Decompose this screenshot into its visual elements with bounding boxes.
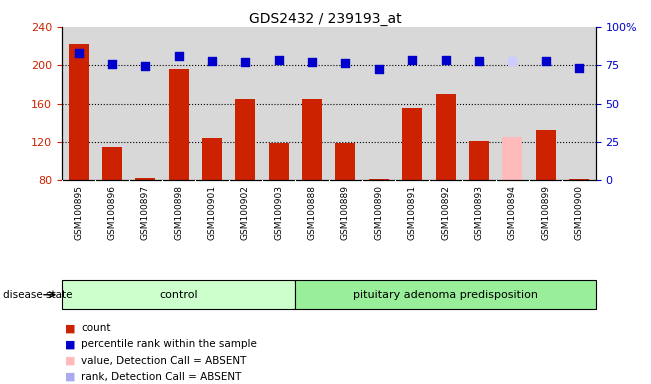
Point [407,58,417,64]
Text: GSM100889: GSM100889 [341,185,350,240]
Bar [102,147,122,180]
Bar [269,143,289,180]
Bar [436,94,456,180]
Point [507,58,518,65]
Bar [135,177,155,180]
Bar [536,130,556,180]
Text: GSM100902: GSM100902 [241,185,250,240]
Point [74,50,84,56]
Text: GSM100899: GSM100899 [541,185,550,240]
Text: ■: ■ [65,356,76,366]
Text: pituitary adenoma predisposition: pituitary adenoma predisposition [353,290,538,300]
Text: ■: ■ [65,372,76,382]
Point [240,59,251,65]
Text: GSM100897: GSM100897 [141,185,150,240]
Text: disease state: disease state [3,290,73,300]
Bar [202,138,222,180]
Text: GSM100888: GSM100888 [307,185,316,240]
Bar [296,280,596,309]
Point [574,65,584,71]
Point [474,58,484,65]
Text: GSM100900: GSM100900 [574,185,583,240]
Text: rank, Detection Call = ABSENT: rank, Detection Call = ABSENT [81,372,242,382]
Text: GSM100896: GSM100896 [107,185,117,240]
Bar [335,143,355,180]
Bar [402,108,422,180]
Bar [236,99,255,180]
Point [374,66,384,72]
Text: ■: ■ [65,323,76,333]
Bar [62,280,296,309]
Bar [569,179,589,180]
Text: GSM100893: GSM100893 [475,185,484,240]
Text: count: count [81,323,111,333]
Text: GSM100903: GSM100903 [274,185,283,240]
Point [273,58,284,64]
Text: GSM100894: GSM100894 [508,185,517,240]
Bar [68,44,89,180]
Point [540,58,551,65]
Text: GSM100898: GSM100898 [174,185,183,240]
Bar [469,141,489,180]
Point [140,63,150,70]
Bar [169,69,189,180]
Point [173,53,184,59]
Text: ■: ■ [65,339,76,349]
Point [307,59,317,65]
Text: GSM100901: GSM100901 [208,185,217,240]
Text: percentile rank within the sample: percentile rank within the sample [81,339,257,349]
Point [107,61,117,68]
Bar [302,99,322,180]
Text: GSM100895: GSM100895 [74,185,83,240]
Text: GSM100891: GSM100891 [408,185,417,240]
Point [340,60,351,66]
Text: GSM100892: GSM100892 [441,185,450,240]
Point [440,56,450,63]
Bar [503,137,522,180]
Text: value, Detection Call = ABSENT: value, Detection Call = ABSENT [81,356,247,366]
Text: GSM100890: GSM100890 [374,185,383,240]
Text: GDS2432 / 239193_at: GDS2432 / 239193_at [249,12,402,25]
Text: control: control [159,290,198,300]
Bar [369,179,389,180]
Point [207,58,217,65]
